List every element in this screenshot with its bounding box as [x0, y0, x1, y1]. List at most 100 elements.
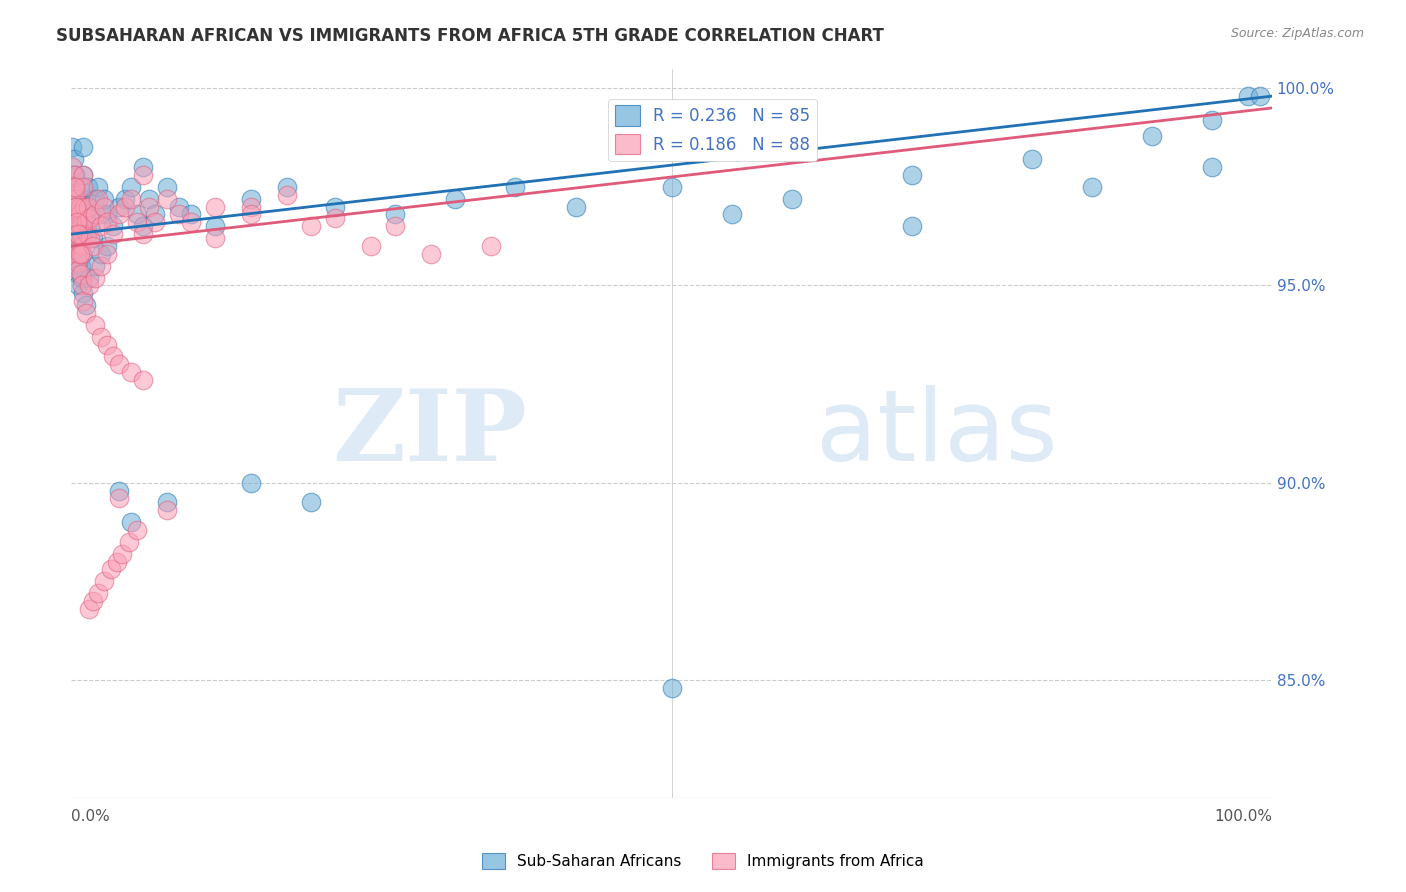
Point [90, 219, 112, 234]
Point [100, 562, 122, 576]
Point [103, 219, 125, 234]
Point [62, 168, 84, 182]
Point [420, 247, 443, 261]
Point [96, 247, 118, 261]
Point [564, 200, 586, 214]
Point [67, 267, 90, 281]
Point [180, 207, 202, 221]
Point [70, 207, 93, 221]
Point [127, 215, 149, 229]
Point [67, 219, 90, 234]
Point [325, 211, 347, 226]
Point [169, 207, 191, 221]
Point [84, 270, 107, 285]
Point [73, 192, 96, 206]
Point [111, 547, 134, 561]
Point [156, 503, 179, 517]
Point [62, 140, 84, 154]
Point [63, 179, 86, 194]
Point [127, 523, 149, 537]
Point [143, 215, 166, 229]
Point [76, 219, 98, 234]
Point [66, 239, 89, 253]
Legend: Sub-Saharan Africans, Immigrants from Africa: Sub-Saharan Africans, Immigrants from Af… [475, 847, 931, 875]
Point [132, 373, 155, 387]
Point [77, 602, 100, 616]
Point [1201, 160, 1223, 174]
Point [84, 207, 107, 221]
Point [72, 168, 94, 182]
Point [481, 239, 503, 253]
Point [63, 179, 86, 194]
Point [75, 207, 97, 221]
Point [66, 227, 89, 242]
Point [67, 227, 90, 242]
Legend: R = 0.236   N = 85, R = 0.186   N = 88: R = 0.236 N = 85, R = 0.186 N = 88 [607, 99, 817, 161]
Point [132, 227, 155, 242]
Point [156, 179, 179, 194]
Point [240, 207, 263, 221]
Text: Source: ZipAtlas.com: Source: ZipAtlas.com [1230, 27, 1364, 40]
Point [62, 179, 84, 194]
Text: 0.0%: 0.0% [72, 809, 110, 824]
Point [108, 483, 131, 498]
Point [1201, 112, 1223, 127]
Point [360, 239, 382, 253]
Point [1021, 153, 1043, 167]
Point [77, 200, 100, 214]
Point [900, 219, 922, 234]
Point [62, 168, 84, 182]
Point [276, 179, 298, 194]
Point [69, 200, 91, 214]
Point [67, 254, 90, 268]
Point [67, 262, 90, 277]
Point [82, 239, 104, 253]
Point [108, 200, 131, 214]
Point [384, 207, 406, 221]
Point [72, 168, 94, 182]
Point [180, 215, 202, 229]
Point [69, 247, 91, 261]
Point [132, 160, 155, 174]
Point [118, 534, 141, 549]
Point [1237, 89, 1260, 103]
Point [240, 475, 263, 490]
Point [70, 219, 93, 234]
Point [70, 231, 93, 245]
Point [63, 192, 86, 206]
Point [65, 207, 87, 221]
Point [1249, 89, 1271, 103]
Point [120, 515, 142, 529]
Point [93, 574, 115, 589]
Point [325, 200, 347, 214]
Point [90, 247, 112, 261]
Point [132, 219, 155, 234]
Point [204, 200, 226, 214]
Point [70, 247, 93, 261]
Point [65, 227, 87, 242]
Point [143, 207, 166, 221]
Point [96, 207, 118, 221]
Point [276, 187, 298, 202]
Point [1140, 128, 1163, 143]
Point [69, 239, 91, 253]
Point [65, 219, 87, 234]
Point [93, 200, 115, 214]
Point [108, 491, 131, 506]
Point [77, 278, 100, 293]
Point [444, 192, 467, 206]
Point [69, 207, 91, 221]
Point [103, 227, 125, 242]
Point [66, 259, 89, 273]
Point [69, 192, 91, 206]
Point [72, 140, 94, 154]
Point [1081, 179, 1104, 194]
Point [70, 219, 93, 234]
Point [63, 200, 86, 214]
Point [204, 231, 226, 245]
Point [138, 200, 160, 214]
Point [66, 207, 89, 221]
Point [70, 259, 93, 273]
Point [138, 192, 160, 206]
Point [114, 192, 136, 206]
